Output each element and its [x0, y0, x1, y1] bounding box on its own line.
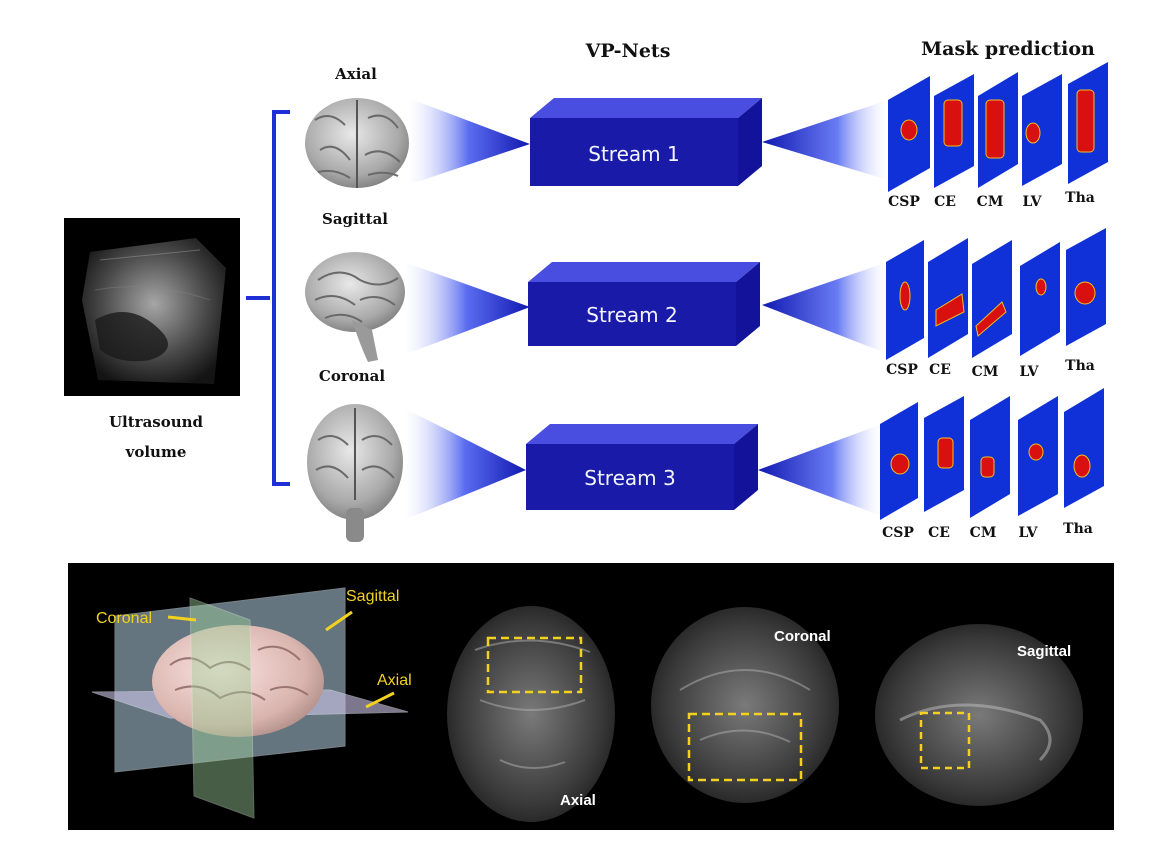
mask-ce-3	[924, 396, 964, 512]
scan-label-sagittal: Sagittal	[1017, 643, 1071, 660]
sagittal-pointer	[325, 610, 353, 632]
beam-left-3	[404, 408, 526, 520]
scan-label-coronal: Coronal	[774, 628, 831, 645]
ultrasound-scan-coronal	[651, 607, 839, 803]
mask-tha-2	[1066, 228, 1106, 346]
ultrasound-scan-axial	[447, 606, 615, 822]
mask-label-lv-3: LV	[1018, 525, 1038, 541]
beam-right-3	[758, 424, 882, 516]
input-label-line2: volume	[125, 443, 187, 461]
view-label-sagittal: Sagittal	[322, 210, 388, 228]
mask-csp-1	[888, 76, 930, 192]
mask-row-1	[888, 62, 1108, 192]
brain-sagittal-view	[305, 252, 405, 362]
brain-planes-illustration	[91, 587, 409, 819]
mask-label-cm-1: CM	[977, 194, 1004, 210]
mask-label-ce-3: CE	[928, 525, 950, 541]
view-label-axial: Axial	[334, 65, 377, 83]
ultrasound-scan-sagittal	[875, 624, 1083, 806]
view-label-coronal: Coronal	[319, 367, 385, 385]
plane-label-axial: Axial	[377, 672, 412, 689]
roi-box-sagittal	[919, 711, 971, 770]
plane-label-coronal: Coronal	[96, 610, 152, 627]
stream-label-3: Stream 3	[584, 466, 675, 490]
ultrasound-volume-image	[64, 218, 240, 396]
mask-tha-3	[1064, 388, 1104, 508]
vpnets-title: VP-Nets	[585, 40, 671, 62]
mask-csp-2	[886, 240, 924, 360]
coronal-pointer	[167, 615, 197, 622]
stream-box-2	[528, 262, 760, 346]
roi-box-coronal	[687, 712, 803, 782]
mask-cm-2	[972, 240, 1012, 358]
mask-label-lv-1: LV	[1022, 194, 1042, 210]
stream-label-1: Stream 1	[588, 142, 679, 166]
beam-left-2	[404, 262, 530, 355]
mask-tha-1	[1068, 62, 1108, 184]
mask-label-lv-2: LV	[1019, 364, 1039, 380]
brain-coronal-view	[307, 404, 403, 542]
mask-label-tha-3: Tha	[1063, 521, 1093, 537]
mask-lv-2	[1020, 242, 1060, 356]
axial-pointer	[365, 691, 395, 709]
scan-label-axial: Axial	[560, 792, 596, 809]
brain-3d	[152, 625, 324, 737]
mask-label-tha-2: Tha	[1065, 358, 1095, 374]
roi-box-axial	[486, 636, 583, 694]
mask-label-cm-2: CM	[972, 364, 999, 380]
mask-lv-1	[1022, 74, 1062, 186]
mask-label-csp-1: CSP	[888, 194, 920, 210]
mask-row-3	[880, 388, 1104, 520]
mask-cm-1	[978, 72, 1018, 188]
stream-label-2: Stream 2	[586, 303, 677, 327]
beam-right-1	[762, 100, 888, 180]
stream-box-1	[530, 98, 762, 186]
mask-label-ce-2: CE	[929, 362, 951, 378]
mask-label-tha-1: Tha	[1065, 190, 1095, 206]
mask-ce-1	[934, 74, 974, 188]
mask-label-csp-3: CSP	[882, 525, 914, 541]
mask-cm-3	[970, 396, 1010, 518]
coronal-plane	[189, 597, 255, 819]
mask-prediction-title: Mask prediction	[921, 38, 1095, 60]
stream-box-3	[526, 424, 758, 510]
input-label-line1: Ultrasound	[109, 413, 204, 431]
mask-ce-2	[928, 238, 968, 358]
mask-label-cm-3: CM	[970, 525, 997, 541]
plane-label-sagittal: Sagittal	[346, 588, 399, 605]
split-bracket	[246, 110, 290, 486]
mask-label-ce-1: CE	[934, 194, 956, 210]
brain-axial-view	[305, 98, 409, 188]
beam-right-2	[762, 262, 888, 354]
mask-label-csp-2: CSP	[886, 362, 918, 378]
beam-left-1	[408, 98, 530, 185]
mask-row-2	[886, 228, 1106, 360]
mask-csp-3	[880, 402, 918, 520]
mask-lv-3	[1018, 396, 1058, 516]
